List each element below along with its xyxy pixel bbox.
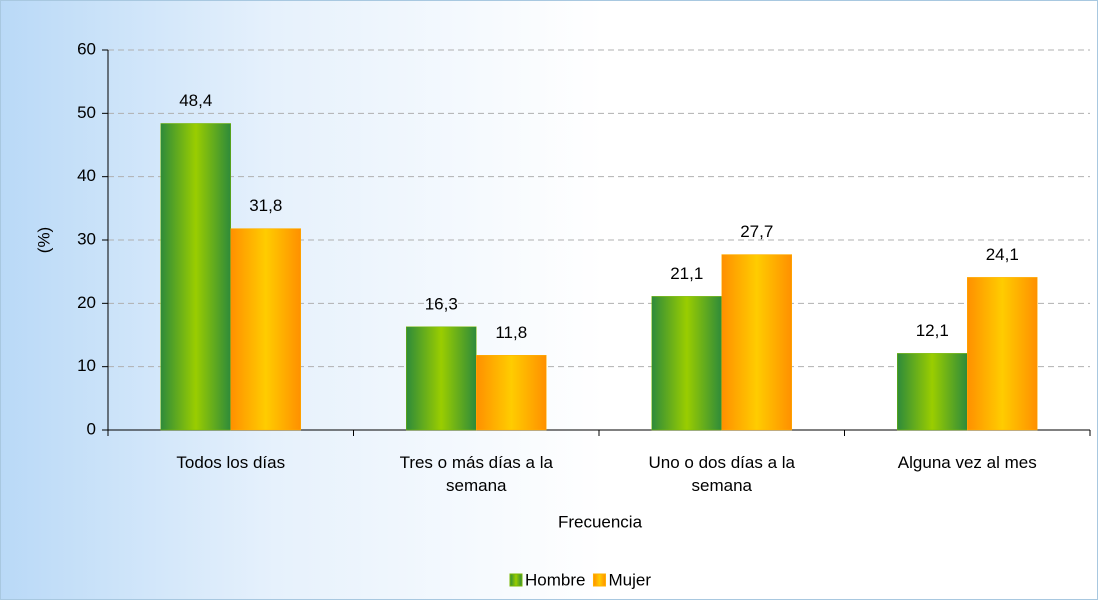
y-tick-label: 30: [77, 229, 96, 248]
data-label: 48,4: [179, 91, 212, 110]
bar: [651, 296, 722, 431]
y-tick-label: 20: [77, 293, 96, 312]
data-label: 11,8: [495, 323, 527, 342]
y-tick-label: 0: [87, 419, 96, 438]
y-tick-label: 50: [77, 103, 96, 122]
bar: [967, 277, 1038, 431]
x-tick-label: Alguna vez al mes: [897, 453, 1037, 472]
bar: [897, 353, 968, 431]
bar: [230, 228, 301, 431]
y-axis-label: (%): [34, 227, 53, 253]
y-tick-label: 40: [77, 166, 96, 185]
legend-label: Mujer: [608, 570, 651, 589]
data-label: 24,1: [986, 245, 1019, 264]
bar: [476, 355, 547, 431]
x-axis-label: Frecuencia: [558, 512, 643, 531]
x-tick-label: Tres o más días a la semana: [399, 453, 553, 495]
y-tick-label: 60: [77, 39, 96, 58]
y-tick-label: 10: [77, 356, 96, 375]
data-label: 12,1: [916, 321, 949, 340]
x-tick-label: Uno o dos días a la semana: [648, 453, 795, 495]
bar: [406, 326, 477, 431]
legend-swatch: [509, 573, 523, 587]
data-label: 31,8: [249, 196, 282, 215]
bar: [721, 254, 792, 431]
legend-label: Hombre: [525, 570, 585, 589]
data-label: 21,1: [670, 264, 703, 283]
data-label: 27,7: [740, 222, 773, 241]
bar: [160, 123, 231, 431]
legend-swatch: [592, 573, 606, 587]
x-tick-label: Todos los días: [176, 453, 286, 472]
data-label: 16,3: [425, 294, 458, 313]
